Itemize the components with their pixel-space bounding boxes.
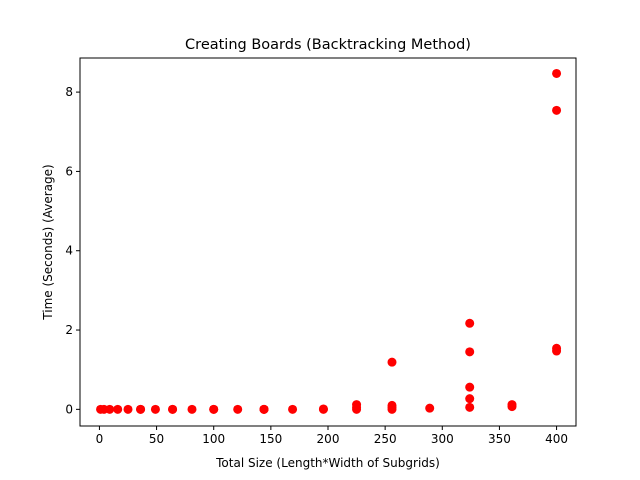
data-point-0-25 — [387, 400, 397, 410]
data-point-0-9 — [168, 404, 178, 414]
y-tick-label-2: 2 — [65, 323, 73, 337]
data-point-0-36 — [552, 343, 562, 353]
data-point-0-27 — [425, 403, 435, 413]
data-point-0-22 — [352, 400, 362, 410]
y-tick-label-6: 6 — [65, 164, 73, 178]
x-tick-label-150: 150 — [259, 432, 282, 446]
data-point-0-29 — [465, 394, 475, 404]
data-point-0-4 — [123, 404, 133, 414]
data-point-0-6 — [136, 404, 146, 414]
data-points — [96, 68, 562, 414]
data-point-0-10 — [187, 404, 197, 414]
data-point-0-30 — [465, 382, 475, 392]
data-point-0-26 — [387, 357, 397, 367]
data-point-0-32 — [465, 318, 475, 328]
data-point-0-12 — [209, 404, 219, 414]
data-point-0-38 — [552, 68, 562, 78]
data-point-0-28 — [465, 402, 475, 412]
data-point-0-17 — [288, 404, 298, 414]
y-tick-label-4: 4 — [65, 244, 73, 258]
data-point-0-3 — [113, 404, 123, 414]
x-tick-label-0: 0 — [96, 432, 104, 446]
plot-frame — [79, 57, 577, 427]
data-point-0-34 — [507, 400, 517, 410]
chart-title: Creating Boards (Backtracking Method) — [185, 37, 471, 53]
x-tick-label-300: 300 — [431, 432, 454, 446]
x-tick-label-400: 400 — [545, 432, 568, 446]
x-tick-label-250: 250 — [374, 432, 397, 446]
data-point-0-16 — [259, 404, 269, 414]
data-point-0-37 — [552, 105, 562, 115]
data-point-0-2 — [105, 404, 115, 414]
x-tick-label-50: 50 — [149, 432, 164, 446]
x-tick-label-100: 100 — [202, 432, 225, 446]
data-point-0-19 — [318, 404, 328, 414]
data-point-0-31 — [465, 347, 475, 357]
y-tick-label-0: 0 — [65, 402, 73, 416]
x-axis-label: Total Size (Length*Width of Subgrids) — [215, 456, 440, 470]
y-axis-label: Time (Seconds) (Average) — [41, 164, 55, 320]
y-axis-ticks: 0 2 4 6 8 — [65, 85, 80, 416]
data-point-0-13 — [233, 404, 243, 414]
data-point-0-7 — [150, 404, 160, 414]
x-tick-label-200: 200 — [317, 432, 340, 446]
x-tick-label-350: 350 — [488, 432, 511, 446]
x-axis-ticks: 0 50 100 150 200 250 300 350 400 — [96, 426, 568, 446]
y-tick-label-8: 8 — [65, 85, 73, 99]
